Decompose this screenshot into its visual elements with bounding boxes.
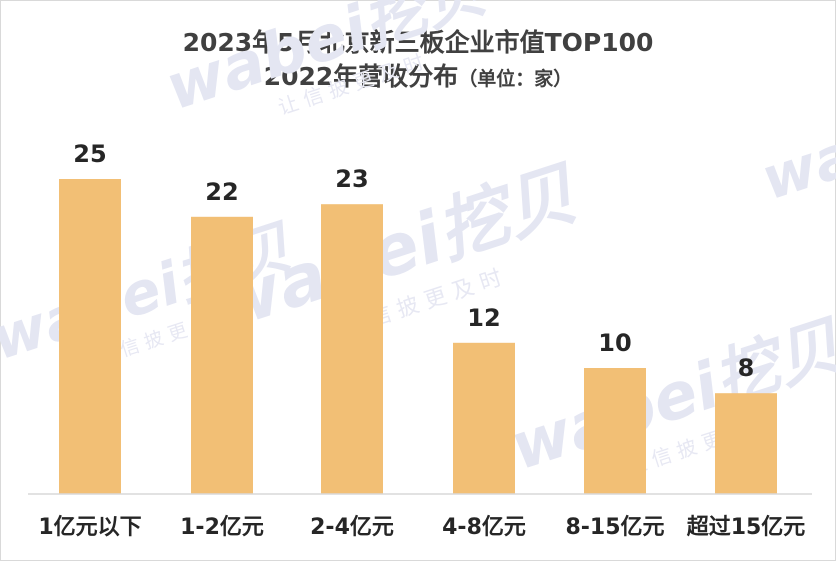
bar-series	[59, 179, 777, 495]
category-label: 1亿元以下	[38, 515, 141, 540]
watermark-wordmark: wabei挖贝	[157, 0, 497, 124]
unit-note: （单位：家）	[458, 68, 573, 90]
category-label: 超过15亿元	[687, 515, 806, 540]
bar	[453, 342, 515, 494]
category-label: 8-15亿元	[565, 515, 664, 540]
bar	[59, 179, 121, 494]
data-label: 25	[73, 140, 106, 168]
chart-subtitle: 2022年营收分布（单位：家）	[0, 62, 836, 94]
data-label: 12	[467, 304, 500, 332]
data-label: 8	[738, 354, 755, 382]
category-label: 4-8亿元	[442, 515, 526, 540]
data-label: 10	[598, 329, 631, 357]
bar	[191, 216, 253, 495]
bar	[584, 368, 646, 494]
watermark-wordmark: wabei挖贝	[753, 52, 836, 213]
data-label: 23	[335, 165, 368, 193]
data-labels: 25 22 23 12 10 8	[73, 140, 754, 382]
bar	[715, 393, 777, 494]
chart-subtitle-text: 2022年营收分布	[263, 62, 459, 91]
category-label: 1-2亿元	[180, 515, 264, 540]
bar	[321, 204, 383, 494]
category-labels: 1亿元以下 1-2亿元 2-4亿元 4-8亿元 8-15亿元 超过15亿元	[38, 515, 805, 540]
chart-title: 2023年5月北京新三板企业市值TOP100	[182, 28, 654, 57]
data-label: 22	[205, 178, 238, 206]
category-label: 2-4亿元	[310, 515, 394, 540]
